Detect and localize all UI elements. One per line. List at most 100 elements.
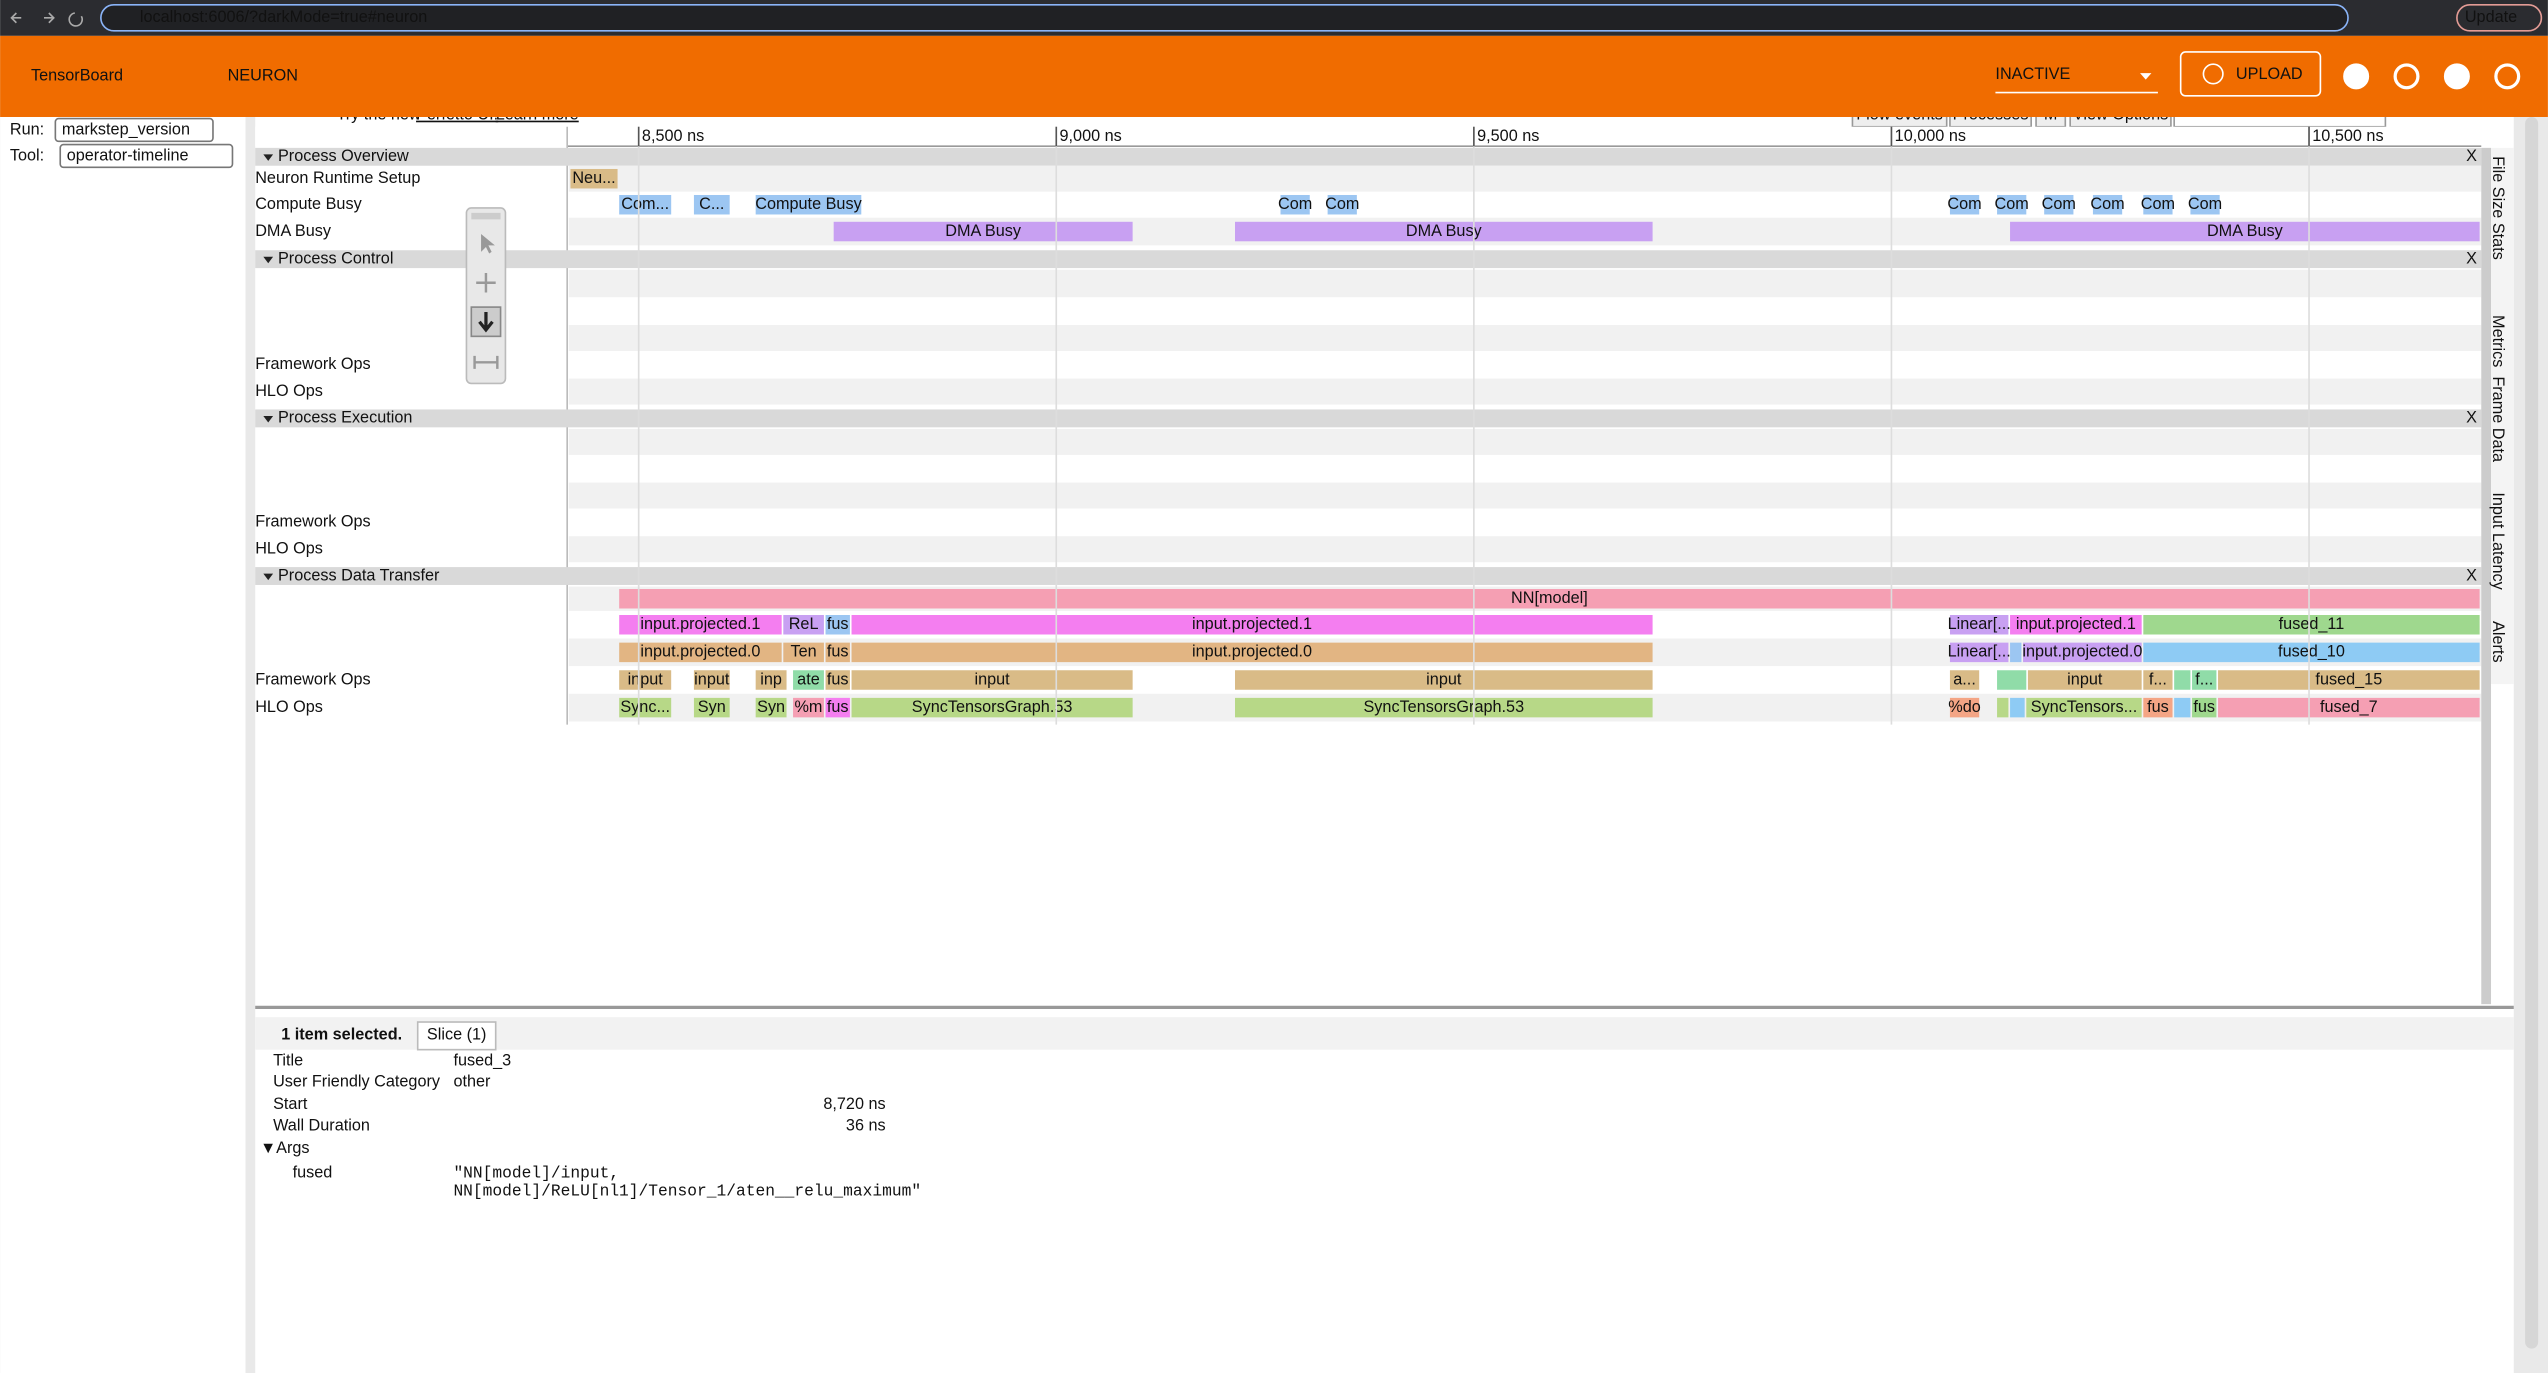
side-tab[interactable]: Metrics (2489, 315, 2507, 367)
process-close[interactable]: X (2466, 147, 2477, 165)
expand-arrow[interactable] (263, 415, 274, 423)
slice[interactable] (619, 194, 672, 215)
tool-select[interactable] (59, 143, 234, 169)
args-toggle[interactable]: ▼Args (260, 1139, 309, 1157)
slice[interactable] (1949, 670, 1980, 690)
details-tab-label[interactable]: Slice (1) (427, 1025, 487, 1043)
slice[interactable] (1280, 194, 1310, 215)
slice[interactable] (2143, 697, 2173, 718)
slice[interactable] (1997, 697, 2009, 718)
settings-icon[interactable] (2443, 63, 2470, 90)
process-header[interactable] (255, 567, 2482, 585)
slice[interactable] (2027, 670, 2142, 690)
url-text[interactable]: localhost:6006/?darkMode=true#neuron (140, 8, 427, 26)
slice[interactable] (1235, 221, 1653, 242)
slice[interactable] (2092, 194, 2123, 215)
slice[interactable] (2192, 697, 2217, 718)
slice[interactable] (570, 168, 618, 189)
slice[interactable] (2218, 670, 2480, 690)
slice[interactable] (693, 697, 730, 718)
slice[interactable] (825, 697, 850, 718)
tool-value[interactable]: operator-timeline (67, 146, 189, 164)
slice[interactable] (1949, 697, 1980, 718)
run-select[interactable] (54, 117, 214, 143)
url-box[interactable] (100, 4, 2349, 32)
slice[interactable] (1235, 697, 1653, 718)
slice[interactable] (2174, 670, 2191, 690)
expand-arrow[interactable] (263, 256, 274, 264)
process-header[interactable] (255, 250, 2482, 269)
slice[interactable] (793, 697, 824, 718)
slice[interactable] (2143, 670, 2173, 690)
slice[interactable] (1949, 615, 2009, 635)
slice[interactable] (825, 642, 850, 663)
reload-icon[interactable] (2393, 63, 2420, 90)
update-label[interactable]: Update (2465, 8, 2517, 26)
process-close[interactable]: X (2466, 409, 2477, 427)
process-header[interactable] (255, 147, 2482, 166)
slice[interactable] (851, 670, 1133, 690)
pan-tool[interactable] (476, 272, 496, 293)
slice[interactable] (851, 697, 1133, 718)
slice[interactable] (693, 194, 730, 215)
slice[interactable] (2026, 697, 2142, 718)
process-close[interactable]: X (2466, 249, 2477, 267)
slice[interactable] (783, 642, 824, 663)
slice[interactable] (851, 615, 1653, 635)
slice[interactable] (1949, 642, 2009, 663)
nav-back[interactable] (10, 12, 83, 27)
slice[interactable] (755, 697, 787, 718)
slice[interactable] (2010, 221, 2480, 242)
slice[interactable] (619, 615, 782, 635)
slice[interactable] (2023, 642, 2142, 663)
slice[interactable] (2190, 194, 2220, 215)
timing-tool[interactable] (473, 355, 499, 369)
side-tab[interactable]: Input Latency (2489, 492, 2507, 590)
side-tab[interactable]: Frame Data (2489, 376, 2507, 463)
slice[interactable] (2174, 697, 2191, 718)
process-name[interactable]: Process Overview (278, 147, 409, 165)
upload-button[interactable] (2179, 51, 2322, 97)
slice[interactable] (825, 615, 850, 635)
slice[interactable] (755, 194, 862, 215)
theme-icon[interactable] (2343, 63, 2370, 90)
process-name[interactable]: Process Execution (278, 409, 412, 427)
slice[interactable] (2218, 697, 2480, 718)
slice[interactable] (1235, 670, 1653, 690)
slice[interactable] (851, 642, 1653, 663)
update-button[interactable] (2456, 4, 2543, 32)
select-tool[interactable] (481, 233, 495, 254)
expand-arrow[interactable] (263, 154, 274, 161)
upload-label[interactable]: UPLOAD (2236, 65, 2303, 83)
slice[interactable] (2044, 194, 2074, 215)
slice[interactable] (693, 670, 730, 690)
slice[interactable] (1997, 670, 2027, 690)
status-select[interactable]: INACTIVE (1995, 65, 2070, 83)
slice[interactable] (2143, 642, 2480, 663)
slice[interactable] (2010, 642, 2022, 663)
details-tab[interactable] (416, 1021, 497, 1051)
slice[interactable] (783, 615, 824, 635)
slice[interactable] (755, 670, 787, 690)
process-header[interactable] (255, 409, 2482, 428)
slice[interactable] (2143, 615, 2480, 635)
process-name[interactable]: Process Control (278, 249, 394, 267)
slice[interactable] (619, 670, 672, 690)
app-title[interactable]: TensorBoard (31, 67, 123, 85)
slice[interactable] (825, 670, 850, 690)
expand-arrow[interactable] (263, 573, 274, 581)
side-tab[interactable]: Alerts (2489, 621, 2507, 663)
slice[interactable] (619, 642, 782, 663)
slice[interactable] (619, 697, 672, 718)
slice[interactable] (1327, 194, 1357, 215)
help-icon[interactable] (2494, 63, 2521, 90)
process-name[interactable]: Process Data Transfer (278, 566, 440, 584)
plugin-tab[interactable]: NEURON (228, 67, 298, 85)
side-tab[interactable]: File Size Stats (2489, 156, 2507, 260)
slice[interactable] (2143, 194, 2173, 215)
slice[interactable] (619, 589, 2480, 609)
slice[interactable] (793, 670, 824, 690)
slice[interactable] (833, 221, 1133, 242)
process-close[interactable]: X (2466, 566, 2477, 584)
slice[interactable] (1997, 194, 2027, 215)
